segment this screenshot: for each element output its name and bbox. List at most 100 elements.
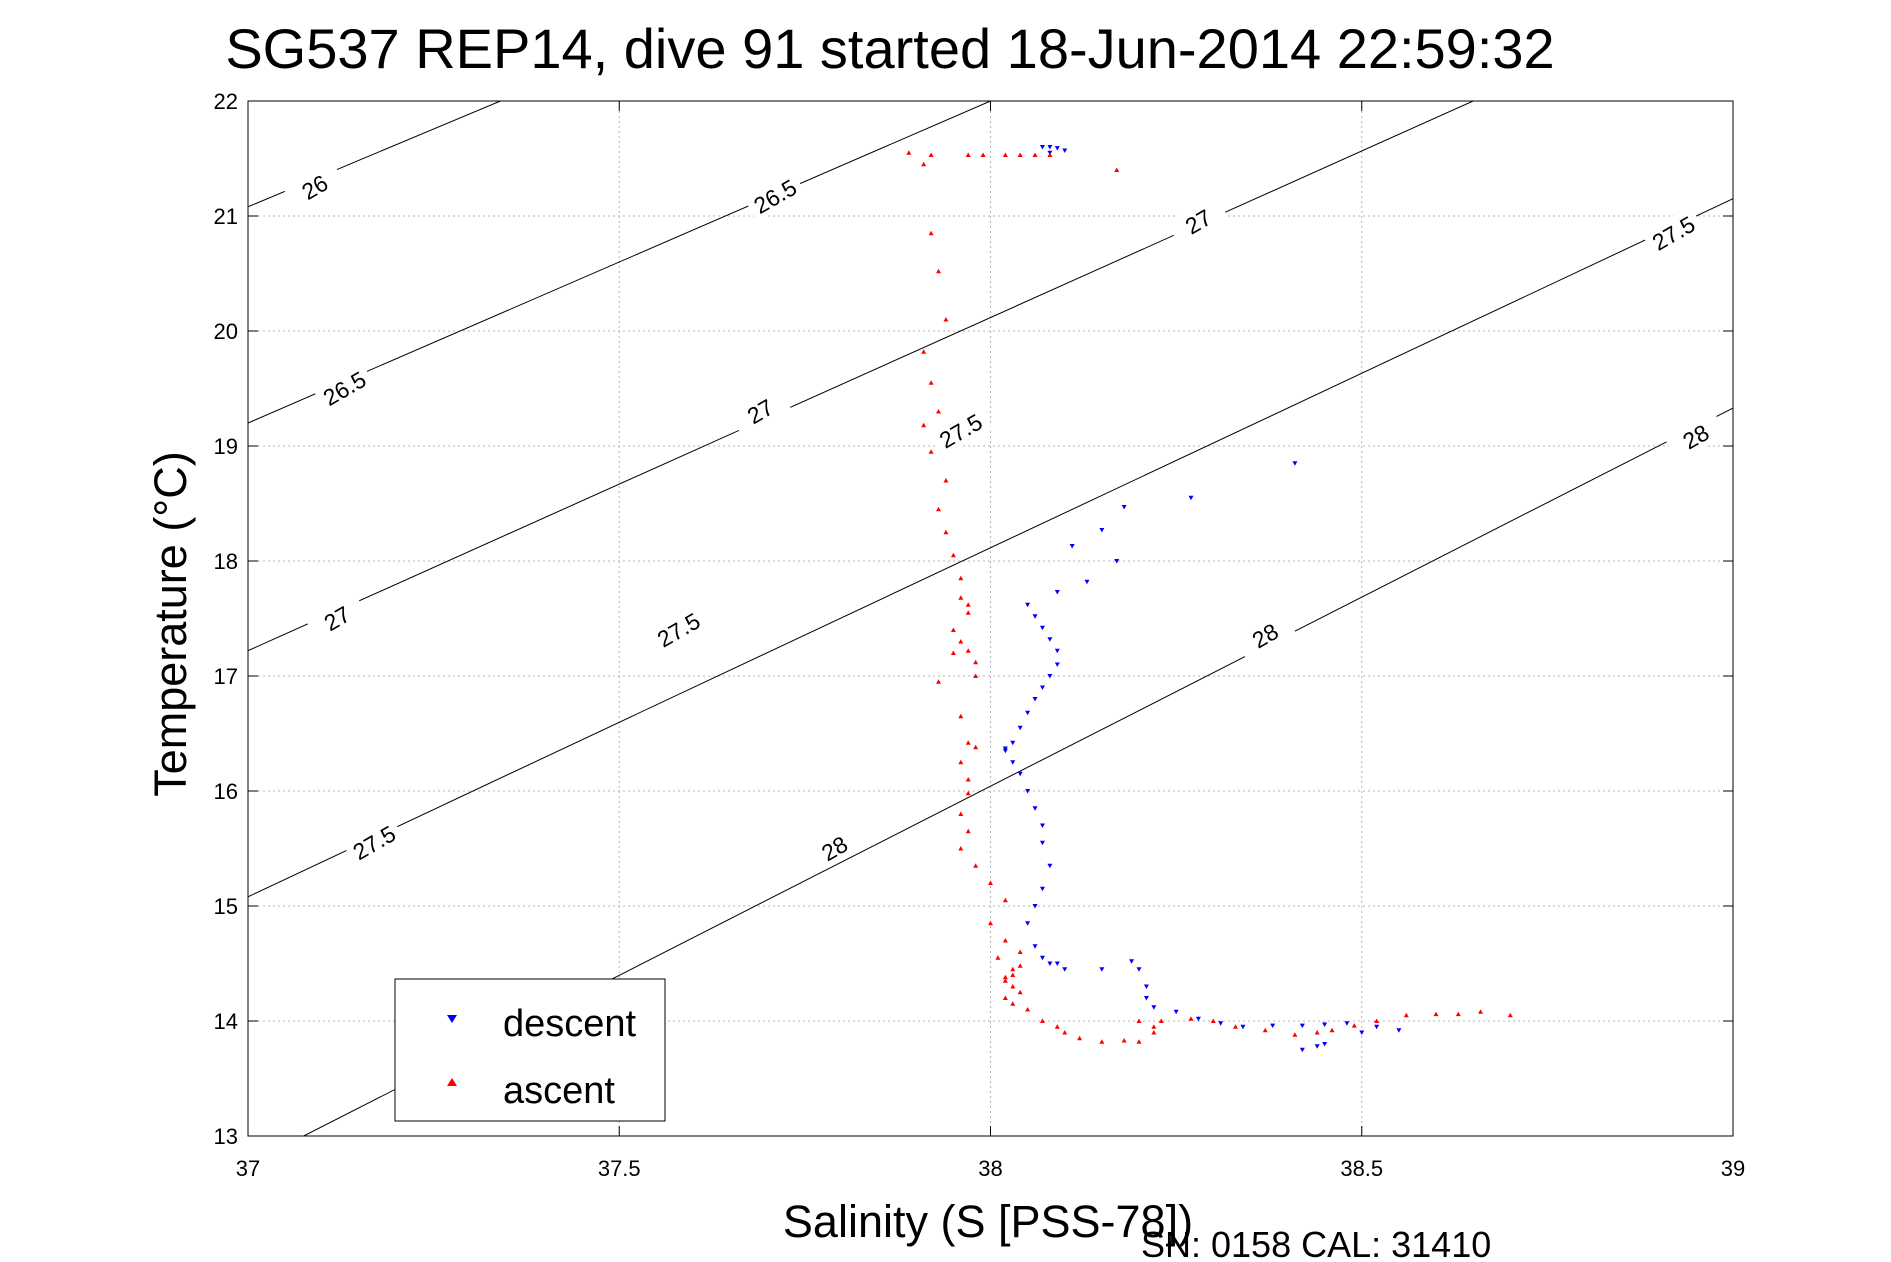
y-tick-label: 14 — [214, 1009, 238, 1034]
legend-ascent-label: ascent — [503, 1070, 615, 1112]
ascent-point — [1262, 1027, 1268, 1033]
descent-point — [1344, 1021, 1350, 1026]
descent-point — [1240, 1024, 1246, 1030]
descent-point — [1032, 944, 1038, 949]
ascent-point — [936, 679, 942, 684]
ascent-point — [1032, 152, 1038, 158]
ascent-point — [1002, 152, 1008, 158]
ascent-point — [1188, 1016, 1194, 1021]
descent-point — [1010, 760, 1016, 765]
ascent-point — [1455, 1011, 1461, 1017]
descent-point — [1032, 697, 1038, 702]
descent-point — [1047, 961, 1053, 966]
ascent-point — [1077, 1035, 1083, 1041]
ascent-point — [958, 759, 964, 765]
isopycnal-label-bg — [728, 384, 792, 437]
descent-point — [1039, 955, 1045, 961]
ascent-point — [928, 230, 934, 236]
descent-point — [1047, 863, 1053, 869]
descent-point — [1032, 904, 1038, 909]
y-tick-label: 19 — [214, 434, 238, 459]
descent-point — [1054, 662, 1060, 667]
descent-point — [1374, 1024, 1380, 1030]
ascent-point — [1010, 966, 1016, 972]
ascent-point — [973, 744, 979, 750]
ascent-point — [1002, 938, 1008, 943]
descent-point — [1299, 1023, 1305, 1029]
descent-point — [1039, 886, 1045, 892]
descent-point — [1143, 984, 1149, 989]
ascent-point — [943, 317, 949, 322]
isopycnal-label-bg — [305, 591, 368, 644]
ascent-point — [1010, 984, 1016, 989]
chart-title: SG537 REP14, dive 91 started 18-Jun-2014… — [225, 17, 1554, 80]
ascent-point — [1292, 1032, 1298, 1037]
ascent-point — [1025, 1007, 1031, 1012]
isopycnal-line — [248, 101, 1474, 652]
x-tick-label: 37.5 — [598, 1156, 641, 1181]
ascent-point — [965, 602, 971, 607]
instrument-footer: SN: 0158 CAL: 31410 — [1141, 1224, 1491, 1262]
ascent-point — [965, 152, 971, 158]
descent-point — [1129, 959, 1135, 964]
descent-point — [1002, 746, 1008, 751]
y-tick-label: 20 — [214, 319, 238, 344]
descent-point — [1062, 967, 1068, 972]
y-tick-label: 22 — [214, 89, 238, 114]
descent-point — [1396, 1028, 1402, 1033]
ascent-point — [928, 449, 934, 454]
descent-point — [1017, 771, 1023, 777]
isopycnal-label-bg — [1664, 409, 1727, 463]
ascent-point — [995, 955, 1001, 960]
y-tick-label: 16 — [214, 779, 238, 804]
ascent-point — [1002, 995, 1008, 1000]
ascent-point — [906, 150, 912, 155]
ascent-point — [988, 880, 993, 885]
descent-point — [1218, 1021, 1224, 1026]
ascent-point — [1158, 1018, 1164, 1023]
y-tick-label: 13 — [214, 1124, 238, 1149]
descent-point — [1039, 840, 1045, 846]
descent-point — [1359, 1030, 1365, 1035]
ascent-point — [1062, 1030, 1068, 1035]
legend-descent-marker — [447, 1015, 457, 1023]
descent-point — [1136, 967, 1142, 972]
descent-point — [1151, 1005, 1157, 1010]
ascent-point — [1047, 152, 1053, 158]
ascent-point — [1314, 1030, 1320, 1035]
x-tick-label: 37 — [236, 1156, 260, 1181]
descent-point — [1025, 789, 1031, 794]
ascent-point — [1329, 1027, 1335, 1033]
descent-point — [1039, 685, 1045, 690]
plot-background — [248, 101, 1733, 1136]
ascent-point — [1017, 152, 1023, 158]
x-tick-label: 39 — [1721, 1156, 1745, 1181]
ascent-point — [1017, 989, 1023, 995]
axis-ticks: 37 37.5 38 38.5 39 13 14 15 16 17 18 19 20 21 22 — [214, 89, 1746, 1181]
ascent-point — [1039, 1018, 1045, 1023]
descent-point — [1322, 1022, 1328, 1027]
ascent-point — [988, 920, 993, 926]
descent-point — [1322, 1042, 1328, 1047]
legend: descent ascent — [394, 978, 666, 1122]
ascent-point — [958, 639, 964, 644]
y-tick-label: 18 — [214, 549, 238, 574]
ascent-point — [936, 506, 942, 512]
descent-point — [1084, 579, 1090, 585]
ascent-point — [965, 648, 971, 653]
x-axis-label: Salinity (S [PSS-78]) — [783, 1196, 1193, 1247]
ascent-point — [1002, 978, 1008, 983]
ascent-point — [1136, 1039, 1142, 1044]
ascent-point — [965, 828, 971, 834]
descent-point — [1173, 1009, 1179, 1015]
isopycnal-label-bg — [342, 815, 405, 869]
ascent-point — [921, 161, 927, 167]
y-tick-label: 15 — [214, 894, 238, 919]
descent-point — [1054, 961, 1060, 966]
ascent-point — [1374, 1018, 1380, 1023]
ascent-point — [1017, 949, 1023, 954]
ascent-point — [1010, 972, 1016, 977]
ascent-point — [1017, 963, 1023, 968]
